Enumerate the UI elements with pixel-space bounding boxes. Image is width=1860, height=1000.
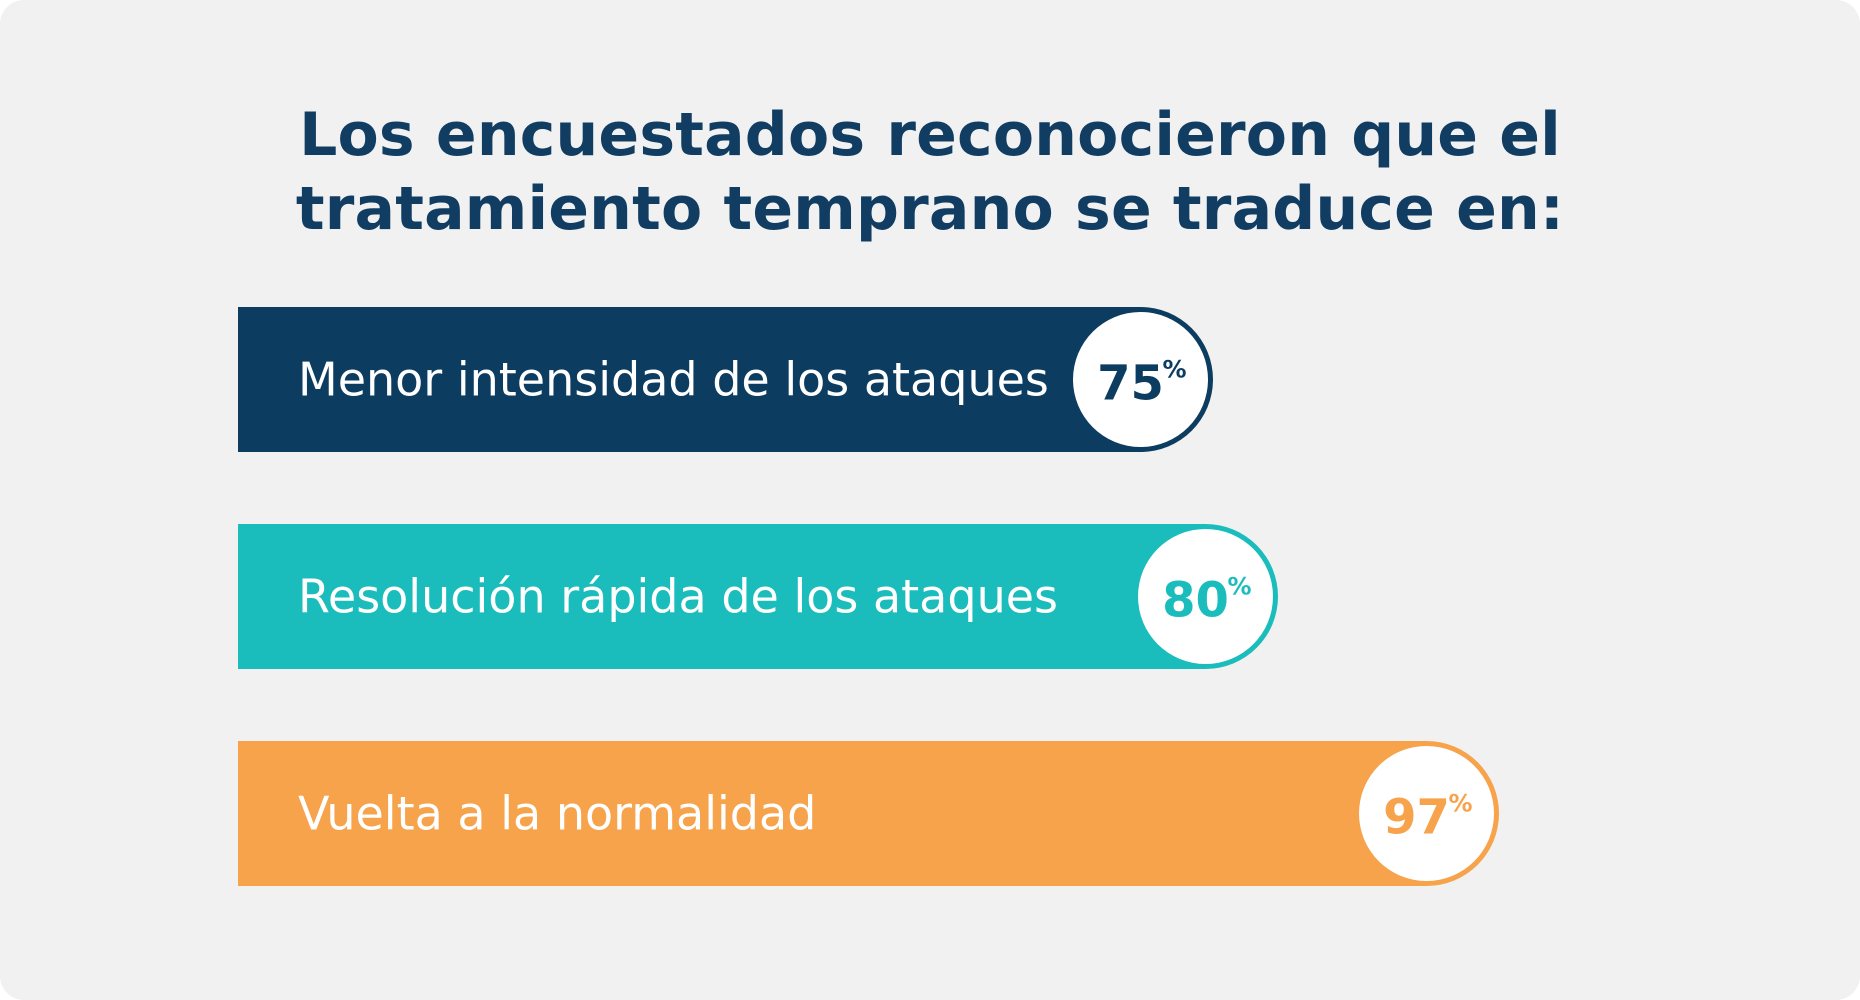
bar xyxy=(238,307,1141,452)
bar-group: Vuelta a la normalidad 97% xyxy=(238,741,1499,886)
bar xyxy=(238,524,1206,669)
value-label: 75 xyxy=(1097,356,1164,412)
chart-title-line-1: Los encuestados reconocieron que el xyxy=(299,100,1561,170)
value-badge xyxy=(1359,746,1494,881)
bar-group: Menor intensidad de los ataques 75% xyxy=(238,307,1213,452)
percent-sign: % xyxy=(1162,356,1186,384)
percent-sign: % xyxy=(1227,573,1251,601)
value-label: 80 xyxy=(1162,573,1229,629)
category-label: Vuelta a la normalidad xyxy=(298,787,816,841)
category-label: Menor intensidad de los ataques xyxy=(298,353,1049,407)
bar xyxy=(238,741,1427,886)
percent-sign: % xyxy=(1448,790,1472,818)
value-badge xyxy=(1073,312,1208,447)
value-badge xyxy=(1138,529,1273,664)
chart-title-line-2: tratamiento temprano se traduce en: xyxy=(295,174,1565,244)
value-label: 97 xyxy=(1383,790,1450,846)
bar-group: Resolución rápida de los ataques 80% xyxy=(238,524,1278,669)
category-label: Resolución rápida de los ataques xyxy=(298,570,1058,624)
chart-title: Los encuestados reconocieron que el trat… xyxy=(0,98,1860,246)
